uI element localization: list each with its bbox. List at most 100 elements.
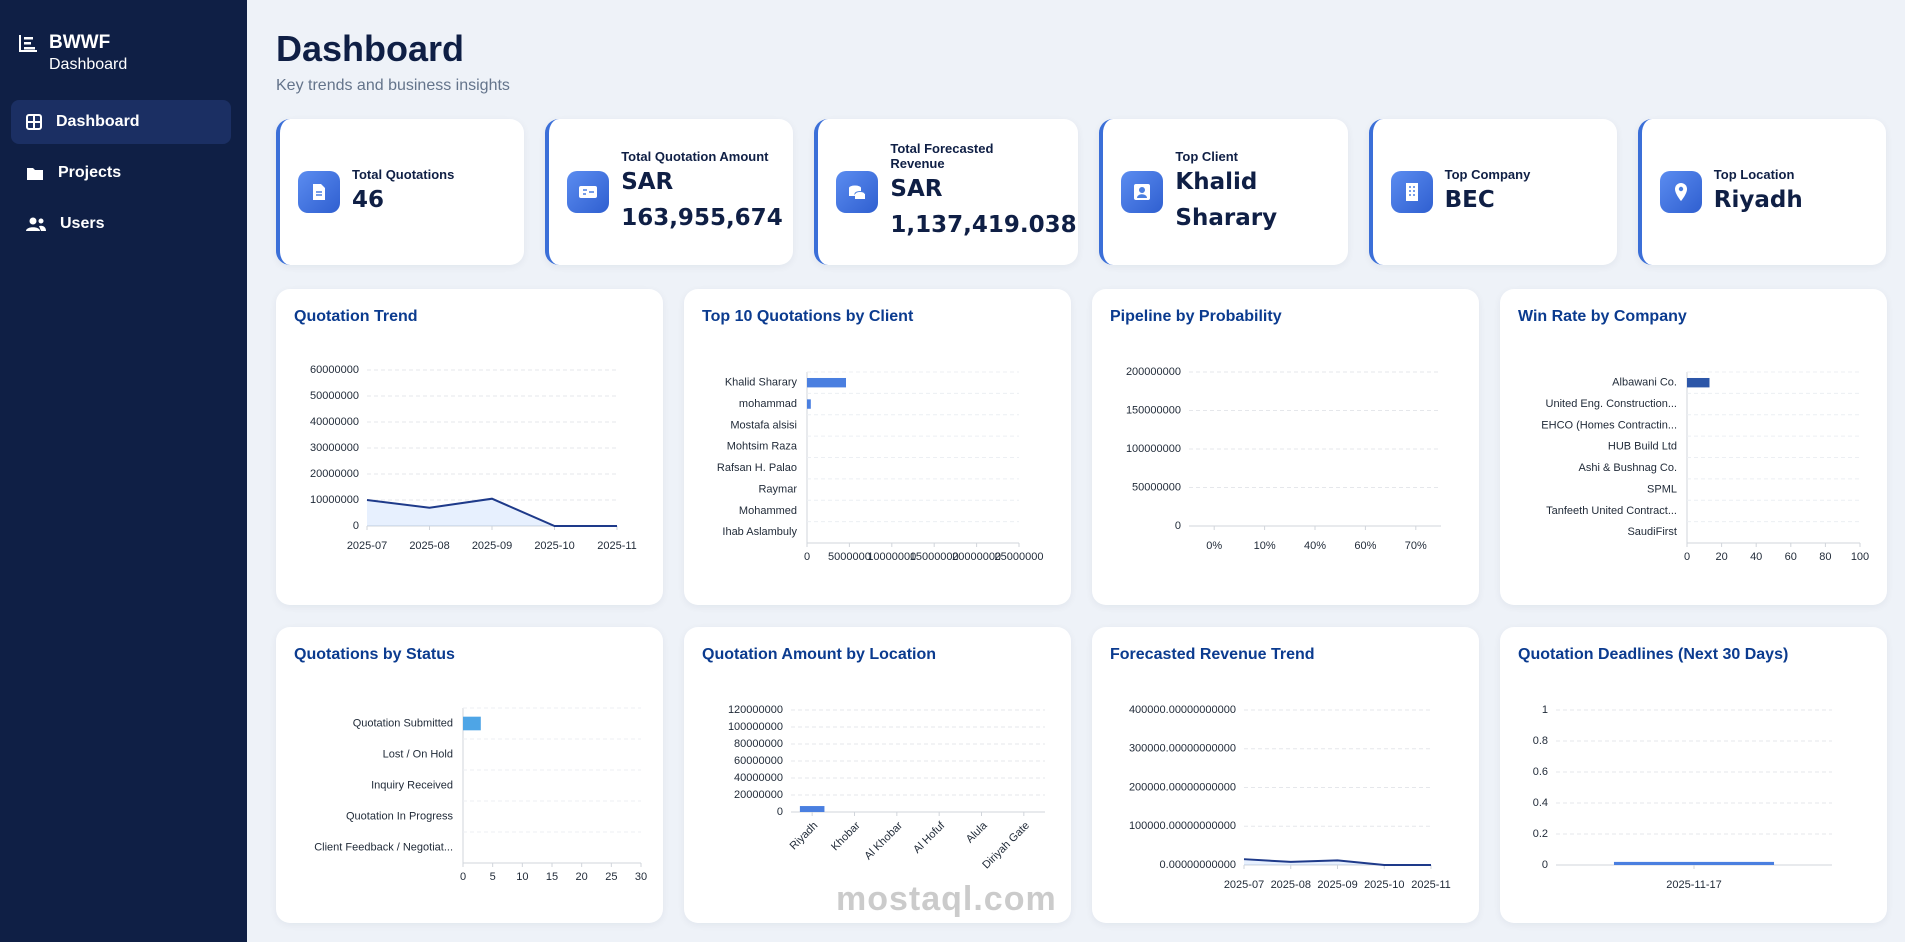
y-tick-label: 0 [353, 520, 359, 532]
kpi-icon-glyph [1674, 183, 1687, 201]
kpi-label: Top Location [1713, 166, 1795, 182]
kpi-card: Total Quotations 46 [276, 119, 525, 265]
x-tick-label: 60% [1354, 540, 1376, 552]
x-tick-label: 40 [1750, 551, 1762, 563]
y-tick-label: mohammad [739, 398, 797, 410]
x-tick-label: 60 [1785, 551, 1797, 563]
kpi-text: Top Client Khalid Sharary [1175, 149, 1347, 236]
y-tick-label: 80000000 [734, 738, 783, 750]
x-tick-label: 2025-08 [409, 540, 449, 552]
y-tick-label: 100000000 [1126, 443, 1181, 455]
y-tick-label: 40000000 [734, 772, 783, 784]
y-tick-label: Rafsan H. Palao [717, 462, 797, 474]
nav-label[interactable]: Dashboard [56, 113, 140, 130]
x-tick-label: 0 [804, 551, 810, 563]
y-tick-label: 200000.00000000000 [1129, 781, 1236, 793]
y-tick-label: Mohammed [739, 505, 797, 517]
brand-icon [19, 35, 37, 52]
kpi-icon [1659, 171, 1702, 213]
kpi-text: Top Location Riyadh [1714, 167, 1803, 218]
kpi-value: BEC [1444, 186, 1495, 213]
x-tick-label: 15 [546, 871, 558, 883]
y-tick-label: Quotation In Progress [346, 810, 454, 822]
kpi-icon-glyph [579, 186, 598, 198]
y-tick-label: Quotation Submitted [353, 717, 453, 729]
brand-name: BWWF [49, 32, 111, 53]
kpi-value: SAR 163,955,674 [621, 168, 783, 231]
kpi-card: Top Company BEC [1368, 119, 1617, 265]
chart-title: Forecasted Revenue Trend [1110, 646, 1315, 663]
kpi-row: Total Quotations 46 Total Quotation Amount… [276, 119, 1886, 265]
chart: 0 500000010000000150000002000000025000000… [717, 371, 1044, 563]
x-tick-label: 20 [1715, 551, 1727, 563]
bar [799, 806, 825, 812]
x-tick-label: Al Khobar [862, 819, 905, 862]
y-tick-label: United Eng. Construction... [1546, 398, 1677, 410]
y-tick-label: 0 [777, 806, 783, 818]
y-tick-label: 50000000 [1132, 481, 1181, 493]
x-tick-label: 10% [1254, 540, 1276, 552]
y-tick-label: Tanfeeth United Contract... [1546, 505, 1677, 517]
kpi-icon-glyph [849, 185, 866, 199]
x-tick-label: 20000000 [952, 551, 1001, 563]
nav-icon [27, 168, 43, 180]
x-tick-label: 10000000 [867, 551, 916, 563]
x-tick-label: 2025-10 [534, 540, 574, 552]
nav-item[interactable]: Dashboard [11, 100, 231, 144]
y-tick-label: Albawani Co. [1612, 377, 1677, 389]
nav-label[interactable]: Users [60, 215, 105, 232]
x-tick-label: 5000000 [828, 551, 871, 563]
y-tick-label: Client Feedback / Negotiat... [314, 841, 453, 853]
x-tick-label: 10 [516, 871, 528, 883]
y-tick-label: Inquiry Received [371, 779, 453, 791]
kpi-label: Total Quotations [352, 166, 455, 182]
kpi-value: 46 [352, 186, 385, 213]
y-tick-label: 0.6 [1533, 766, 1548, 778]
chart-card: Quotation Trend 0 10000000 20000000 30000000… [276, 289, 663, 605]
kpi-card: Total Forecasted Revenue SAR 1,137,419.03… [814, 119, 1079, 265]
nav-item[interactable]: Users [11, 202, 231, 246]
x-tick-label: 5 [490, 871, 496, 883]
chart: 0 0.2 0.4 0.6 0.8 1 2025-11-17 [1533, 704, 1832, 891]
kpi-label: Total Forecasted Revenue [890, 141, 994, 171]
line-area [367, 498, 617, 526]
x-tick-label: 2025-11-17 [1666, 879, 1721, 891]
x-tick-label: 40% [1304, 540, 1326, 552]
x-tick-label: Khobar [829, 819, 863, 853]
line [366, 497, 617, 527]
y-tick-label: 50000000 [310, 390, 359, 402]
chart-card: Quotations by Status 0 5 10 15 20 25 30 Quotatio… [276, 627, 663, 923]
y-tick-label: 300000.00000000000 [1129, 743, 1236, 755]
y-tick-label: 40000000 [310, 416, 359, 428]
x-tick-label: 2025-10 [1364, 879, 1404, 891]
y-tick-label: 10000000 [310, 494, 359, 506]
y-tick-label: 1 [1542, 704, 1548, 716]
bar [807, 399, 811, 409]
chart: 0 5 10 15 20 25 30 Quotation Submitted Lost / On… [314, 707, 647, 883]
x-tick-label: 25000000 [995, 551, 1044, 563]
x-tick-label: 20 [576, 871, 588, 883]
y-tick-label: 60000000 [310, 364, 359, 376]
x-tick-label: Riyadh [788, 820, 821, 853]
x-tick-label: 80 [1819, 551, 1831, 563]
y-tick-label: 30000000 [310, 442, 359, 454]
chart: 0 10000000 20000000 30000000 40000000 5000000… [310, 364, 637, 552]
y-tick-label: Lost / On Hold [383, 748, 453, 760]
kpi-icon [298, 171, 340, 213]
kpi-card: Top Location Riyadh [1637, 119, 1886, 265]
x-tick-label: 2025-09 [472, 540, 512, 552]
x-tick-label: 0% [1206, 540, 1222, 552]
x-tick-label: 2025-07 [347, 540, 387, 552]
nav-icon [26, 114, 42, 130]
watermark: mostaql.com [836, 880, 1057, 918]
nav-label[interactable]: Projects [58, 164, 122, 181]
nav-item[interactable]: Projects [11, 151, 231, 195]
x-tick-label: 2025-07 [1224, 879, 1264, 891]
y-tick-label: 150000000 [1126, 404, 1181, 416]
kpi-icon-glyph [1134, 184, 1151, 200]
chart-card: Quotation Amount by Location 0 20000000 400… [684, 627, 1071, 923]
line-area [1244, 859, 1431, 865]
y-tick-label: 60000000 [734, 755, 783, 767]
kpi-text: Total Quotation Amount SAR 163,955,674 [621, 149, 793, 236]
kpi-icon-glyph [1405, 183, 1418, 201]
